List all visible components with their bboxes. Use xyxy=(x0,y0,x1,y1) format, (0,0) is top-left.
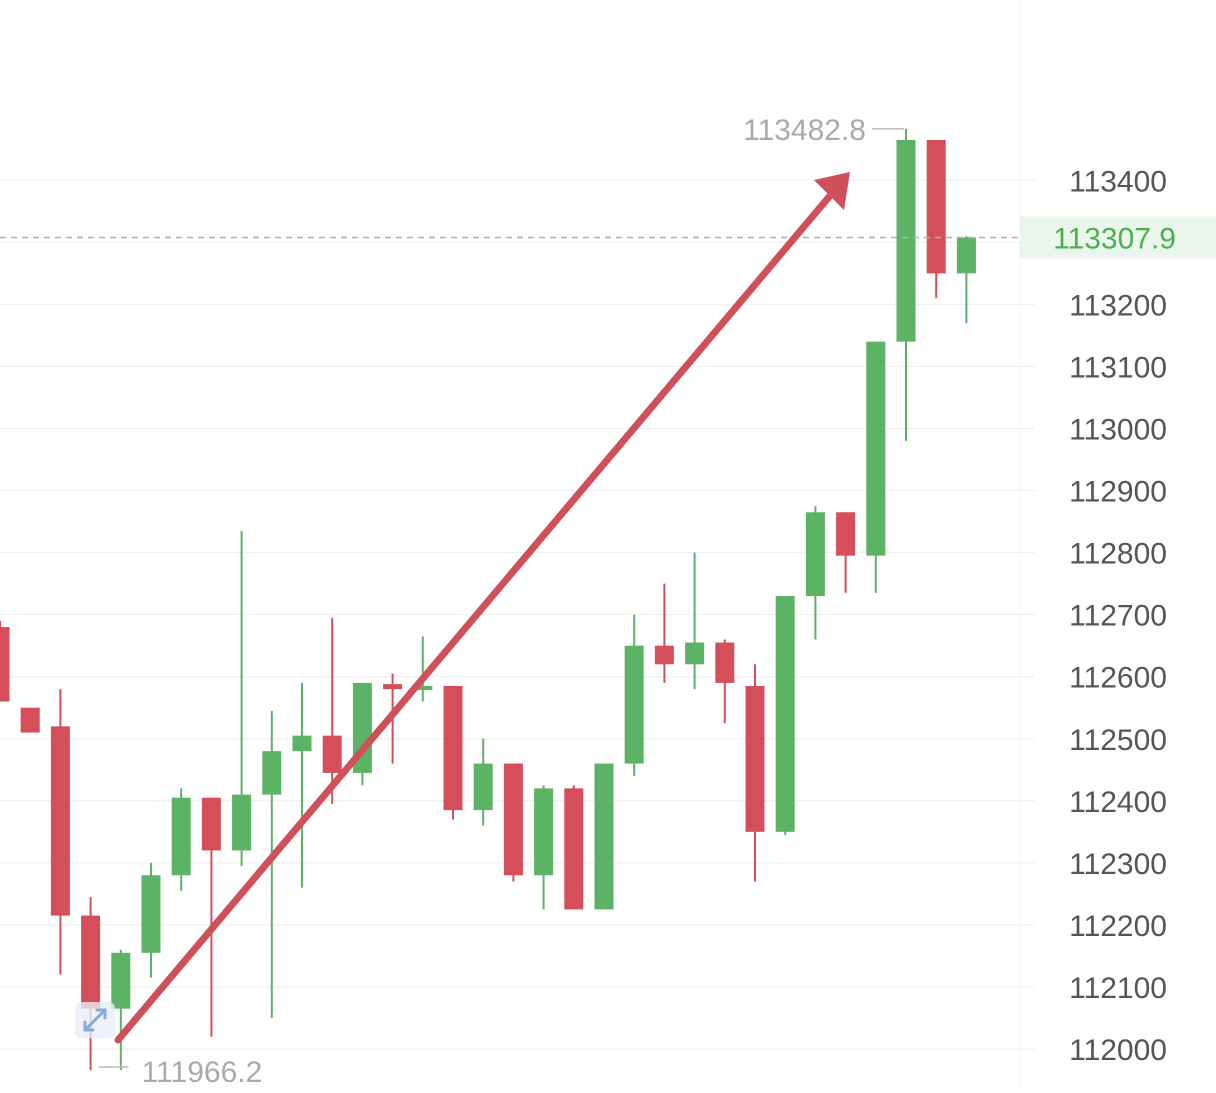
y-tick-label: 113400 xyxy=(1069,165,1167,198)
candle xyxy=(201,797,221,1037)
candle xyxy=(50,689,70,975)
high-marker-label: 113482.8 xyxy=(743,114,866,147)
candle-body xyxy=(50,726,70,916)
candle-body xyxy=(81,915,101,1009)
current-price-label-bg xyxy=(1020,216,1216,259)
candle xyxy=(956,236,976,324)
y-tick-label: 112000 xyxy=(1069,1034,1167,1067)
y-tick-label: 112800 xyxy=(1069,538,1167,571)
current-price-label: 113307.9 xyxy=(1053,222,1176,255)
candle xyxy=(594,763,614,910)
candle-body xyxy=(836,512,856,556)
candle xyxy=(232,530,252,866)
trend-arrow-head xyxy=(814,172,850,210)
candle xyxy=(262,710,282,1018)
y-tick-label: 112900 xyxy=(1069,476,1167,509)
candle-body xyxy=(171,797,191,876)
candle xyxy=(171,788,191,891)
candle-body xyxy=(443,686,463,811)
candle xyxy=(534,785,554,910)
candle xyxy=(352,682,372,786)
candle-body xyxy=(926,139,946,274)
y-tick-label: 112600 xyxy=(1069,662,1167,695)
candle-body xyxy=(805,512,825,597)
candle-body xyxy=(715,642,735,683)
candle xyxy=(654,583,674,683)
y-tick-label: 113000 xyxy=(1069,414,1167,447)
candle-body xyxy=(685,642,705,665)
candle xyxy=(564,785,584,910)
low-marker-label: 111966.2 xyxy=(142,1056,263,1088)
candle-body xyxy=(745,686,765,832)
candle-body xyxy=(534,788,554,876)
candle-body xyxy=(141,875,161,953)
candle-body xyxy=(594,763,614,910)
candle xyxy=(473,738,493,826)
candle xyxy=(836,512,856,593)
y-axis: 113400 113200 113100 113000 112900 112800 1127… xyxy=(1069,165,1167,1067)
candle xyxy=(745,664,765,882)
candle-body xyxy=(262,751,282,795)
candle-body xyxy=(503,763,523,876)
candle-body xyxy=(201,797,221,851)
y-tick-label: 112500 xyxy=(1069,724,1167,757)
candle-body xyxy=(624,645,644,764)
candle xyxy=(81,896,101,1071)
candle xyxy=(896,128,916,441)
candle xyxy=(926,139,946,299)
candle xyxy=(443,686,463,820)
candle-body xyxy=(564,788,584,910)
overlays: 113307.9 113482.8 111966.2 xyxy=(0,114,1216,1089)
grid-lines xyxy=(0,179,1035,1050)
candle-body xyxy=(292,735,312,752)
candle-body xyxy=(0,627,10,702)
candle-body xyxy=(866,341,886,556)
candle xyxy=(866,341,886,593)
y-tick-label: 112300 xyxy=(1069,848,1167,881)
candle-body xyxy=(383,684,403,690)
candle xyxy=(111,949,131,1071)
candle xyxy=(775,596,795,835)
candle-body xyxy=(111,952,131,1009)
y-tick-label: 112100 xyxy=(1069,972,1167,1005)
candle xyxy=(413,636,433,702)
candle-body xyxy=(896,139,916,342)
expand-icon-glyph xyxy=(83,1008,107,1032)
y-tick-label: 112200 xyxy=(1069,910,1167,943)
candle xyxy=(141,862,161,978)
candles xyxy=(0,128,976,1071)
candle xyxy=(292,682,312,888)
candle-body xyxy=(322,735,342,773)
candle xyxy=(503,763,523,882)
trend-arrow-shaft xyxy=(114,187,838,1044)
y-tick-label: 113200 xyxy=(1069,289,1167,322)
candle-body xyxy=(473,763,493,811)
candle xyxy=(0,620,10,702)
candle xyxy=(20,707,40,733)
candle xyxy=(685,552,705,690)
candle xyxy=(715,639,735,724)
candle-body xyxy=(654,645,674,665)
candle xyxy=(805,506,825,640)
candle xyxy=(322,617,342,804)
expand-icon[interactable] xyxy=(75,1002,115,1038)
candle-body xyxy=(413,686,433,691)
y-tick-label: 113100 xyxy=(1069,351,1167,384)
candle-body xyxy=(956,237,976,274)
candle-body xyxy=(20,707,40,733)
candle xyxy=(624,614,644,776)
candle-body xyxy=(775,596,795,832)
candle-body xyxy=(352,682,372,773)
y-tick-label: 112700 xyxy=(1069,600,1167,633)
y-tick-label: 112400 xyxy=(1069,786,1167,819)
candle-body xyxy=(232,794,252,851)
